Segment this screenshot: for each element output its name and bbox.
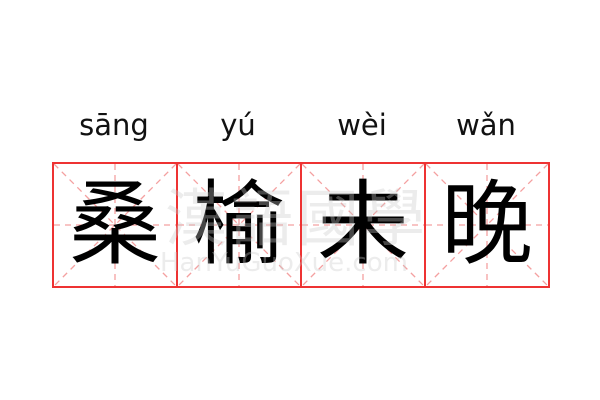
grid-cell: 榆 (176, 162, 302, 288)
guide-lines (178, 164, 300, 286)
guide-lines (426, 164, 548, 286)
grid-cell: 桑 (52, 162, 178, 288)
character-grid: 桑 榆 未 晚 (52, 162, 550, 288)
pinyin-3: wèi (337, 108, 387, 142)
character-1: 桑 (68, 171, 161, 278)
character-2: 榆 (192, 171, 285, 278)
character-4: 晚 (440, 171, 533, 278)
pinyin-1: sāng (79, 108, 149, 142)
character-3: 未 (316, 171, 409, 278)
guide-lines (54, 164, 176, 286)
guide-lines (302, 164, 424, 286)
grid-cell: 晚 (424, 162, 550, 288)
pinyin-4: wǎn (456, 108, 516, 142)
grid-cell: 未 (300, 162, 426, 288)
pinyin-2: yú (220, 108, 256, 142)
